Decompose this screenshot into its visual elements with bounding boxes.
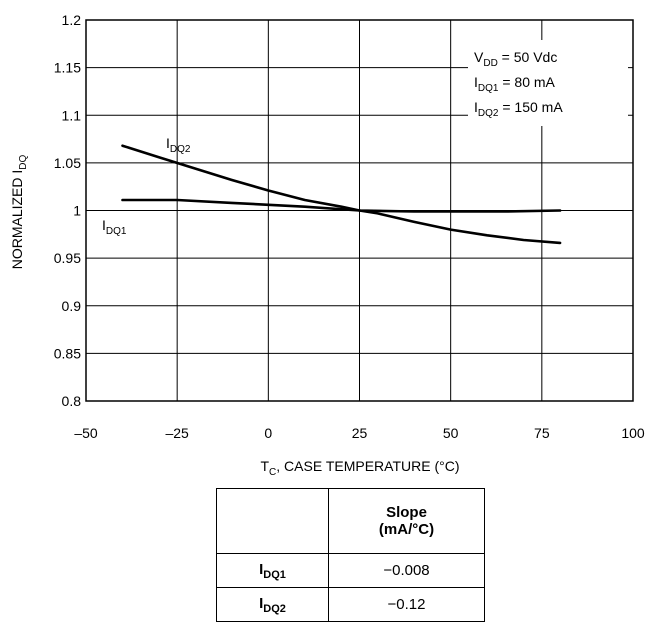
x-tick-label: –25	[165, 425, 189, 441]
chart: –50 –25 0 25 50 75 100 0.8 0.85 0.9 0.95 1 1.05 1.1 1…	[9, 12, 645, 478]
condition-idq1: IDQ1 = 80 mA	[474, 74, 556, 94]
series-line-idq1	[121, 198, 562, 213]
y-tick-label: 0.8	[62, 393, 82, 409]
x-tick-labels: –50 –25 0 25 50 75 100	[74, 425, 645, 441]
y-tick-label: 1.15	[54, 60, 81, 76]
x-tick-label: –50	[74, 425, 98, 441]
slope-table-header-row: Slope (mA/°C)	[216, 488, 485, 554]
slope-row-value: −0.12	[328, 587, 485, 622]
slope-row-label: IDQ1	[216, 553, 329, 588]
y-tick-label: 0.9	[62, 298, 82, 314]
slope-row-value: −0.008	[328, 553, 485, 588]
y-tick-label: 0.95	[54, 250, 81, 266]
series-label-idq2: IDQ2	[166, 135, 191, 155]
condition-vdd: VDD = 50 Vdc	[474, 49, 557, 69]
plot-frame	[85, 19, 634, 402]
condition-idq2: IDQ2 = 150 mA	[474, 99, 563, 119]
x-tick-label: 25	[352, 425, 368, 441]
slope-header-line1: Slope	[386, 504, 427, 521]
slope-header-line2: (mA/°C)	[378, 521, 435, 538]
y-tick-label: 1.1	[62, 107, 82, 123]
slope-table-row: IDQ2 −0.12	[216, 587, 485, 622]
series-label-idq1: IDQ1	[102, 217, 127, 237]
series-line-idq2	[121, 144, 562, 245]
x-tick-label: 75	[534, 425, 550, 441]
y-tick-label: 1.05	[54, 155, 81, 171]
conditions-bg	[468, 40, 628, 126]
y-tick-label: 1	[73, 203, 81, 219]
y-tick-labels: 0.8 0.85 0.9 0.95 1 1.05 1.1 1.15 1.2	[54, 12, 81, 409]
slope-row-label: IDQ2	[216, 587, 329, 622]
y-tick-label: 1.2	[62, 12, 82, 28]
y-axis-label: NORMALIZED IDQ	[9, 154, 29, 269]
slope-table-row: IDQ1 −0.008	[216, 553, 485, 588]
x-axis-label: TC, CASE TEMPERATURE (°C)	[260, 458, 459, 478]
y-tick-label: 0.85	[54, 345, 81, 361]
series-label-idq1-bg	[100, 214, 144, 240]
series-lines	[121, 144, 562, 245]
x-tick-label: 50	[443, 425, 459, 441]
slope-table-header: Slope (mA/°C)	[328, 488, 485, 554]
x-tick-label: 0	[264, 425, 272, 441]
slope-table: Slope (mA/°C) IDQ1 −0.008 IDQ2 −0.12	[216, 488, 485, 622]
x-tick-label: 100	[621, 425, 645, 441]
slope-table-corner	[216, 488, 329, 554]
